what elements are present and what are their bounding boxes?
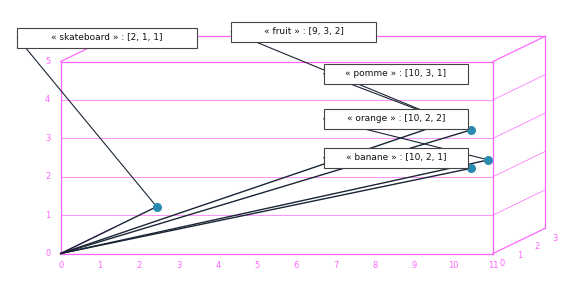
Text: 3: 3: [552, 234, 557, 243]
Text: 6: 6: [294, 261, 299, 270]
Text: « orange » : [10, 2, 2]: « orange » : [10, 2, 2]: [347, 114, 445, 123]
Text: 3: 3: [45, 134, 50, 143]
Text: 2: 2: [136, 261, 142, 270]
Text: 1: 1: [517, 250, 523, 260]
Text: « fruit » : [9, 3, 2]: « fruit » : [9, 3, 2]: [264, 27, 343, 36]
FancyBboxPatch shape: [17, 28, 197, 48]
Text: « skateboard » : [2, 1, 1]: « skateboard » : [2, 1, 1]: [51, 33, 162, 42]
Text: 5: 5: [254, 261, 260, 270]
Text: 5: 5: [45, 57, 50, 66]
Text: 2: 2: [45, 172, 50, 181]
Text: 3: 3: [176, 261, 181, 270]
Text: 11: 11: [488, 261, 498, 270]
Text: 10: 10: [449, 261, 459, 270]
Text: 2: 2: [535, 242, 540, 251]
FancyBboxPatch shape: [324, 109, 468, 129]
Text: 4: 4: [215, 261, 221, 270]
Text: 7: 7: [333, 261, 339, 270]
Text: « pomme » : [10, 3, 1]: « pomme » : [10, 3, 1]: [346, 69, 446, 78]
Text: « banane » : [10, 2, 1]: « banane » : [10, 2, 1]: [346, 153, 446, 162]
Text: 0: 0: [500, 259, 505, 268]
FancyBboxPatch shape: [231, 22, 376, 42]
FancyBboxPatch shape: [324, 64, 468, 84]
Text: 9: 9: [412, 261, 417, 270]
Text: 8: 8: [372, 261, 378, 270]
Text: 1: 1: [45, 211, 50, 220]
Text: 0: 0: [45, 249, 50, 258]
Text: 4: 4: [45, 95, 50, 104]
FancyBboxPatch shape: [324, 148, 468, 168]
Text: 1: 1: [97, 261, 103, 270]
Text: 0: 0: [58, 261, 64, 270]
